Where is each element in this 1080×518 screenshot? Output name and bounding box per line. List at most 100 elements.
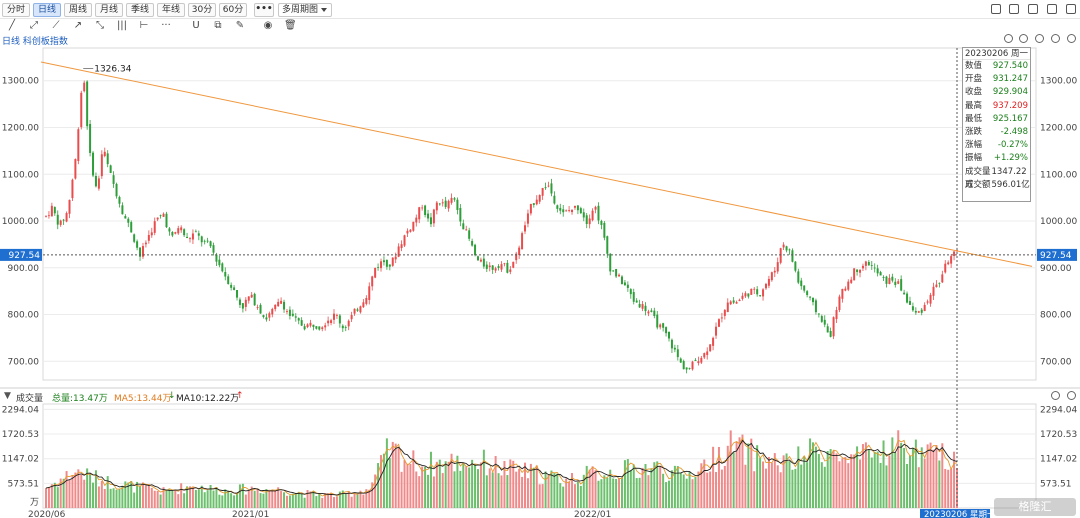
vertical-lines-tool-icon[interactable]: ||| <box>116 20 128 31</box>
candle-body <box>356 309 359 311</box>
candle-body <box>653 310 656 317</box>
measure-tool-icon[interactable]: ⊢ <box>139 20 149 31</box>
volume-bar <box>729 430 732 508</box>
volume-bar <box>441 473 444 508</box>
volume-bar <box>318 493 321 508</box>
volume-bar <box>259 493 262 508</box>
volume-bar <box>953 451 956 508</box>
candle-body <box>332 313 335 320</box>
volume-bar <box>171 490 174 508</box>
close-icon[interactable] <box>1067 34 1076 43</box>
more-timeframes-button[interactable]: ••• <box>254 3 274 17</box>
volume-tick-label-right: 1147.02 <box>1040 455 1077 465</box>
candle-body <box>382 260 385 263</box>
zoom-out-icon[interactable] <box>1035 34 1045 43</box>
candle-body <box>429 217 432 225</box>
candle-body <box>571 209 574 213</box>
candle-body <box>141 246 144 257</box>
candle-body <box>365 297 368 304</box>
volume-bar <box>403 460 406 508</box>
undo-icon[interactable] <box>1003 34 1013 43</box>
segment-tool-icon[interactable]: ⤢ <box>30 20 38 31</box>
volume-bar <box>697 471 700 508</box>
tab-monthly[interactable]: 月线 <box>95 3 123 17</box>
volume-bar <box>759 457 762 508</box>
zoom-in-icon[interactable] <box>1019 34 1029 43</box>
info-value: 1347.22万 <box>965 166 1027 190</box>
volume-bar <box>582 474 585 508</box>
bell-icon[interactable] <box>1009 4 1020 14</box>
more-tools-icon[interactable]: ··· <box>161 20 171 31</box>
candle-body <box>515 253 518 261</box>
volume-bar <box>864 442 867 508</box>
settings-icon[interactable] <box>1051 34 1061 43</box>
volume-bar <box>717 446 720 508</box>
tab-60min[interactable]: 60分 <box>219 3 247 17</box>
crosshair-date-label: 20230206 星期一 <box>924 510 996 518</box>
info-row: 涨幅 -0.27% <box>963 139 1030 152</box>
tab-weekly[interactable]: 周线 <box>64 3 92 17</box>
candle-body <box>820 316 823 322</box>
candle-body <box>453 198 456 200</box>
volume-bar <box>341 490 344 508</box>
tab-fenshi[interactable]: 分时 <box>2 3 30 17</box>
candle-body <box>388 264 391 267</box>
volume-bar <box>823 466 826 508</box>
volume-bar <box>415 471 418 508</box>
eye-icon[interactable]: ◉ <box>263 20 273 31</box>
volume-bar <box>227 490 230 508</box>
edit-icon[interactable] <box>990 4 1001 14</box>
candle-body <box>720 317 723 319</box>
candle-body <box>271 308 274 315</box>
camera-icon[interactable] <box>1028 4 1039 14</box>
candle-body <box>406 230 409 234</box>
candle-body <box>900 279 903 291</box>
volume-bar <box>700 463 703 508</box>
candle-body <box>86 81 89 127</box>
magnet-icon[interactable]: U <box>192 20 200 31</box>
tab-quarterly[interactable]: 季线 <box>126 3 154 17</box>
candle-body <box>538 195 541 202</box>
candle-body <box>891 276 894 281</box>
channel-tool-icon[interactable]: ⤡ <box>96 20 104 31</box>
candle-body <box>859 269 862 273</box>
candle-body <box>291 313 294 316</box>
volume-bar <box>371 482 374 508</box>
candle-body <box>233 287 236 290</box>
candle-body <box>56 214 59 225</box>
tab-30min[interactable]: 30分 <box>188 3 216 17</box>
pencil-icon[interactable]: ✎ <box>235 20 245 31</box>
candle-body <box>180 227 183 231</box>
collapse-icon[interactable]: ▼ <box>4 391 11 401</box>
candle-body <box>280 300 283 304</box>
line-tool-icon[interactable]: ╱ <box>8 20 16 31</box>
close-icon[interactable] <box>1067 391 1076 400</box>
candle-body <box>526 213 529 224</box>
settings-icon[interactable] <box>1047 4 1058 14</box>
settings-icon[interactable] <box>1051 391 1061 400</box>
volume-bar <box>406 463 409 508</box>
tab-yearly[interactable]: 年线 <box>157 3 185 17</box>
info-row: 成交量1347.22万 <box>963 166 1030 190</box>
price-tick-label-right: 1300.00 <box>1040 77 1077 87</box>
candle-body <box>876 268 879 274</box>
volume-bar <box>809 438 812 508</box>
info-key: 涨跌 <box>965 126 983 137</box>
volume-bar <box>800 464 803 508</box>
volume-bar <box>56 487 59 508</box>
copy-icon[interactable]: ⧉ <box>214 20 222 31</box>
volume-bar <box>191 487 194 508</box>
candle-body <box>206 240 209 242</box>
ray-tool-icon[interactable]: ⟋ <box>52 20 60 31</box>
arrow-tool-icon[interactable]: ↗ <box>73 20 83 31</box>
close-icon[interactable] <box>1066 4 1076 14</box>
volume-bar <box>794 468 797 508</box>
crosshair-price-label-right: 927.54 <box>1040 251 1072 261</box>
volume-bar <box>908 455 911 508</box>
multi-period-select[interactable]: 多周期图 <box>278 3 332 17</box>
trash-icon[interactable]: 🗑 <box>284 20 297 31</box>
volume-bar <box>488 468 491 508</box>
tab-daily[interactable]: 日线 <box>33 3 61 17</box>
